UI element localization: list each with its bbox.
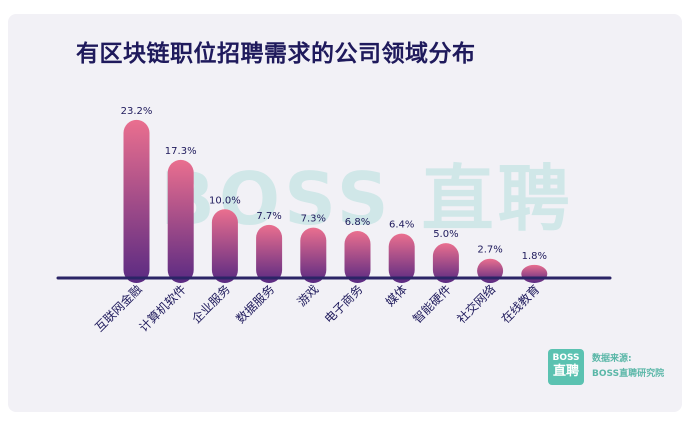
value-label-8: 2.7%: [477, 245, 502, 256]
bar-9: [521, 264, 548, 283]
bar-1: [167, 159, 194, 283]
logo-text-top: BOSS: [552, 353, 580, 363]
source-label: 数据来源:: [592, 354, 632, 364]
category-label-0: 互联网金融: [92, 282, 145, 335]
category-label-7: 智能硬件: [409, 282, 454, 327]
category-label-6: 媒体: [383, 282, 410, 309]
labels-group: 23.2% 互联网金融 17.3% 计算机软件 10.0% 企业服务 7.7% 数据服务 7.3…: [92, 106, 547, 335]
bar-4: [300, 227, 327, 283]
bar-2: [211, 209, 238, 283]
value-label-4: 7.3%: [301, 214, 326, 225]
value-label-5: 6.8%: [345, 217, 370, 228]
category-label-1: 计算机软件: [136, 282, 189, 335]
category-label-8: 社交网络: [454, 282, 499, 327]
value-label-9: 1.8%: [522, 251, 547, 262]
bar-0: [123, 119, 150, 283]
value-label-0: 23.2%: [121, 106, 153, 117]
value-label-1: 17.3%: [165, 146, 197, 157]
source-name: BOSS直聘研究院: [592, 369, 665, 379]
value-label-2: 10.0%: [209, 195, 241, 206]
category-label-9: 在线教育: [498, 282, 543, 327]
chart-card: [8, 14, 682, 412]
boss-logo: BOSS 直聘: [548, 349, 584, 385]
bar-5: [344, 230, 371, 283]
category-label-4: 游戏: [295, 282, 322, 309]
logo-text-bottom: 直聘: [552, 364, 579, 379]
bar-7: [432, 243, 459, 283]
category-label-3: 数据服务: [233, 282, 278, 327]
bar-3: [256, 224, 283, 283]
value-label-3: 7.7%: [256, 211, 281, 222]
bar-6: [388, 233, 415, 283]
chart-title: 有区块链职位招聘需求的公司领域分布: [76, 41, 476, 67]
value-label-6: 6.4%: [389, 220, 414, 231]
category-label-2: 企业服务: [188, 282, 233, 327]
category-label-5: 电子商务: [321, 282, 366, 327]
bars-group: [123, 119, 548, 283]
data-source: 数据来源: BOSS直聘研究院: [592, 352, 664, 382]
value-label-7: 5.0%: [433, 229, 458, 240]
